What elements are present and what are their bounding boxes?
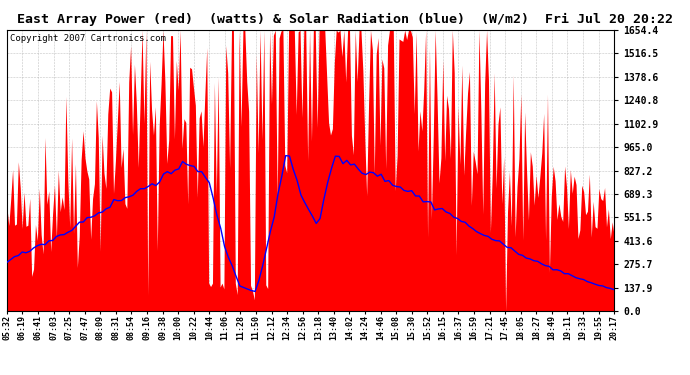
Text: East Array Power (red)  (watts) & Solar Radiation (blue)  (W/m2)  Fri Jul 20 20:: East Array Power (red) (watts) & Solar R… — [17, 13, 673, 26]
Text: Copyright 2007 Cartronics.com: Copyright 2007 Cartronics.com — [10, 34, 166, 43]
